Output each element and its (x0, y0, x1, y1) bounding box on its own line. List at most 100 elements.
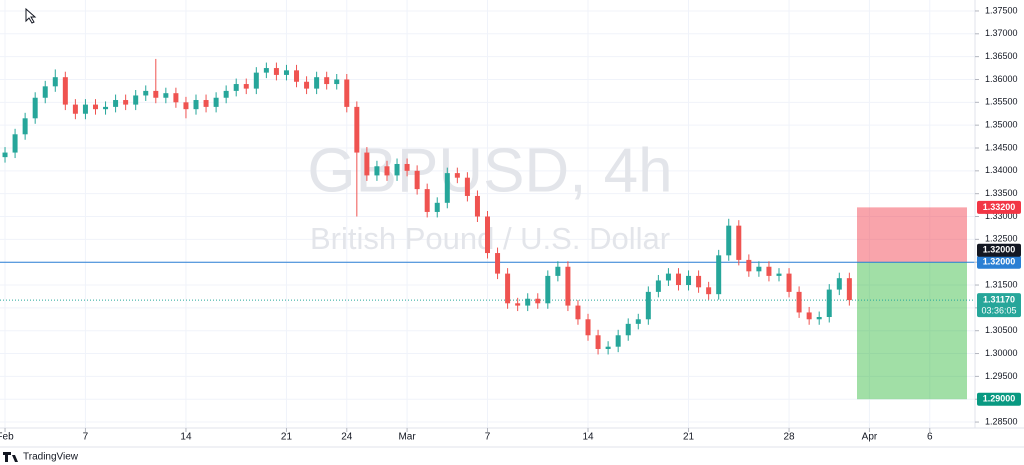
candle-body (384, 166, 390, 176)
candle-body (515, 303, 521, 306)
x-tick-label: 6 (927, 432, 933, 443)
last-price-label: 1.31170 (983, 294, 1015, 304)
target-tag (977, 392, 1021, 406)
candle-body (72, 104, 78, 114)
candle-body (113, 100, 119, 107)
candle-body (675, 273, 681, 286)
candle-body (645, 291, 651, 320)
candle-body (726, 225, 732, 256)
x-tick-label: 7 (83, 432, 89, 443)
candle-body (404, 163, 410, 171)
last-price-tag (977, 293, 1021, 318)
candle-body (294, 70, 300, 82)
x-tick-label: 21 (281, 432, 293, 443)
candle-body (495, 253, 501, 274)
horizontal-line-tag (977, 255, 1021, 269)
candle-body (32, 97, 38, 119)
candle-body (364, 152, 370, 176)
candle-body (545, 275, 551, 304)
candle-body (22, 118, 28, 135)
candle-body (183, 102, 189, 110)
x-tick-label: 7 (485, 432, 491, 443)
x-tick-label: 14 (582, 432, 594, 443)
y-tick-label: 1.32500 (985, 234, 1018, 244)
candle-body (123, 100, 129, 105)
candle-body (193, 100, 199, 110)
candle-body (283, 70, 289, 75)
candle-body (826, 289, 832, 318)
candle-body (816, 317, 822, 320)
x-tick-label: Feb (0, 432, 14, 443)
entry-label: 1.32000 (983, 245, 1016, 255)
candle-body (424, 189, 430, 212)
candle-body (52, 77, 58, 87)
stop-label: 1.33200 (983, 202, 1016, 212)
candle-body (846, 278, 852, 301)
y-tick-label: 1.36000 (985, 74, 1018, 84)
target-label: 1.29000 (983, 394, 1016, 404)
axes: 1.37500 1.37000 1.36500 1.36000 1.35500 1.350… (0, 5, 1021, 443)
candle-body (273, 68, 279, 75)
watermark-symbol: GBPUSD, 4h (307, 136, 672, 205)
candle-body (444, 173, 450, 203)
candle-body (62, 77, 68, 105)
candle-body (394, 163, 400, 176)
candle-body (706, 287, 712, 295)
candle-body (736, 225, 742, 260)
y-tick-label: 1.35500 (985, 97, 1018, 107)
candle-body (474, 195, 480, 217)
candle-body (243, 84, 249, 89)
candle-body (625, 323, 631, 336)
candle-body (686, 275, 692, 286)
candle-body (766, 266, 772, 276)
entry-tag (977, 243, 1021, 257)
y-tick-label: 1.37500 (985, 5, 1018, 15)
candle-body (615, 335, 621, 347)
y-tick-label: 1.30500 (985, 325, 1018, 335)
candle-body (143, 90, 149, 96)
candle-body (696, 275, 702, 288)
x-tick-label: 21 (683, 432, 695, 443)
candle-body (806, 312, 812, 320)
candle-body (605, 346, 611, 349)
stop-tag (977, 200, 1021, 214)
candle-body (434, 202, 440, 212)
candle-body (716, 255, 722, 295)
candle-body (776, 273, 782, 276)
candle-body (82, 104, 88, 114)
x-tick-label: Mar (398, 432, 416, 443)
x-tick-label: 28 (783, 432, 795, 443)
x-tick-label: Apr (862, 432, 878, 443)
target-zone (857, 262, 967, 400)
candle-body (153, 90, 159, 98)
candle-body (665, 273, 671, 281)
candle-body (213, 97, 219, 107)
candle-body (836, 278, 842, 290)
y-tick-label: 1.33000 (985, 211, 1018, 221)
candle-body (223, 90, 229, 98)
candle-body (454, 173, 460, 178)
y-tick-label: 1.34500 (985, 142, 1018, 152)
candle-body (555, 266, 561, 276)
candle-body (304, 81, 310, 89)
candle-body (324, 77, 330, 85)
candle-body (595, 335, 601, 349)
brand-name: TradingView (23, 452, 79, 463)
candle-body (12, 134, 18, 153)
y-tick-label: 1.30000 (985, 348, 1018, 358)
y-tick-label: 1.28500 (985, 416, 1018, 426)
plot (0, 58, 975, 400)
candle-body (233, 84, 239, 91)
candle-body (414, 170, 420, 190)
candle-body (655, 280, 661, 292)
candle-body (92, 104, 98, 110)
candle-body (173, 93, 179, 103)
candle-body (525, 298, 531, 306)
candle-body (505, 273, 511, 304)
candle-body (163, 93, 169, 98)
y-tick-label: 1.29500 (985, 371, 1018, 381)
cursor-icon (25, 7, 37, 24)
candle-body (253, 72, 259, 89)
